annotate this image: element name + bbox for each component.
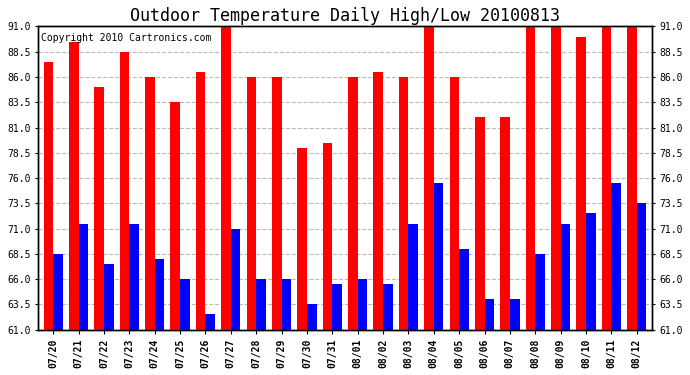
Bar	[611, 183, 621, 330]
Bar	[53, 254, 63, 330]
Bar	[256, 279, 266, 330]
Bar	[333, 284, 342, 330]
Bar	[475, 117, 484, 330]
Bar	[399, 77, 408, 330]
Bar	[145, 77, 155, 330]
Bar	[69, 42, 79, 330]
Bar	[120, 52, 130, 330]
Bar	[637, 203, 647, 330]
Bar	[551, 27, 560, 330]
Bar	[500, 117, 510, 330]
Bar	[79, 224, 88, 330]
Bar	[510, 299, 520, 330]
Bar	[155, 259, 164, 330]
Bar	[408, 224, 418, 330]
Bar	[348, 77, 357, 330]
Bar	[424, 27, 434, 330]
Bar	[246, 77, 256, 330]
Bar	[180, 279, 190, 330]
Bar	[170, 102, 180, 330]
Bar	[231, 229, 241, 330]
Bar	[272, 77, 282, 330]
Bar	[206, 315, 215, 330]
Bar	[449, 77, 459, 330]
Text: Copyright 2010 Cartronics.com: Copyright 2010 Cartronics.com	[41, 33, 212, 43]
Bar	[130, 224, 139, 330]
Bar	[586, 213, 595, 330]
Bar	[602, 27, 611, 330]
Bar	[43, 62, 53, 330]
Bar	[373, 72, 383, 330]
Bar	[221, 27, 231, 330]
Bar	[323, 143, 333, 330]
Title: Outdoor Temperature Daily High/Low 20100813: Outdoor Temperature Daily High/Low 20100…	[130, 7, 560, 25]
Bar	[526, 27, 535, 330]
Bar	[383, 284, 393, 330]
Bar	[484, 299, 494, 330]
Bar	[627, 27, 637, 330]
Bar	[307, 304, 317, 330]
Bar	[104, 264, 114, 330]
Bar	[357, 279, 367, 330]
Bar	[560, 224, 570, 330]
Bar	[282, 279, 291, 330]
Bar	[297, 148, 307, 330]
Bar	[459, 249, 469, 330]
Bar	[196, 72, 206, 330]
Bar	[535, 254, 545, 330]
Bar	[95, 87, 104, 330]
Bar	[434, 183, 444, 330]
Bar	[576, 37, 586, 330]
